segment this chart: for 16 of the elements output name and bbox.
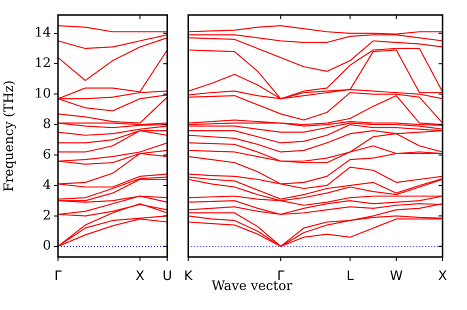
y-tick-label: 4 (42, 178, 51, 193)
x-tick-label: Γ (54, 269, 62, 284)
y-tick-label: 2 (42, 208, 51, 224)
x-tick-label: X (135, 269, 144, 284)
x-tick-label: X (438, 269, 448, 284)
x-tick-label: L (346, 269, 354, 284)
y-axis-title: Frequency (THz) (2, 80, 18, 192)
x-tick-label: W (390, 269, 403, 284)
y-tick-label: 0 (42, 238, 51, 254)
x-tick-label: U (162, 269, 172, 284)
x-tick-label: K (184, 269, 193, 284)
y-tick-label: 14 (34, 26, 51, 41)
y-tick-label: 12 (34, 56, 51, 72)
y-tick-label: 6 (42, 147, 51, 162)
y-tick-label: 10 (34, 86, 51, 102)
y-tick-label: 8 (42, 116, 51, 132)
